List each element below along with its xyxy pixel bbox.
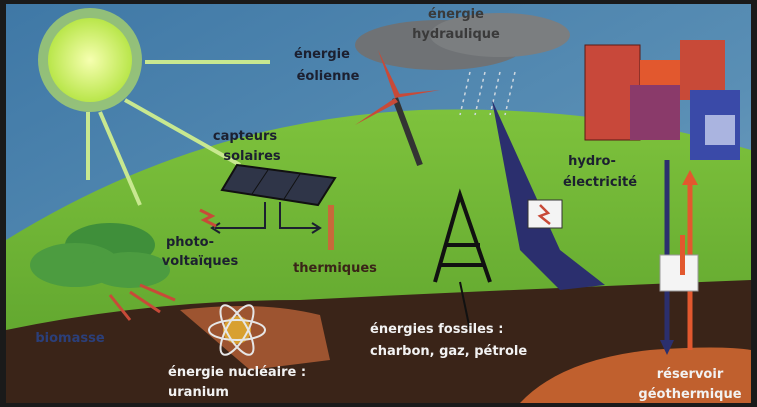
label: voltaïques — [162, 254, 239, 269]
energy-diagram: énergie hydraulique énergie éolienne cap… — [0, 0, 757, 407]
label: géothermique — [638, 387, 741, 402]
label: éolienne — [297, 69, 360, 84]
label: électricité — [563, 175, 637, 190]
hydro-sign — [528, 200, 562, 228]
label: photo- — [166, 235, 214, 250]
label: solaires — [223, 149, 281, 164]
label: énergies fossiles : — [370, 322, 503, 337]
label: charbon, gaz, pétrole — [370, 344, 527, 359]
label: biomasse — [35, 331, 104, 346]
label: hydro- — [568, 154, 616, 169]
label: capteurs — [213, 129, 277, 144]
label: uranium — [168, 385, 229, 400]
label: hydraulique — [412, 27, 500, 42]
label: énergie nucléaire : — [168, 365, 306, 380]
thermometer — [328, 205, 334, 250]
label: réservoir — [657, 367, 724, 382]
label: énergie — [428, 7, 484, 22]
sun — [38, 8, 142, 112]
label: thermiques — [293, 261, 377, 276]
label: énergie — [294, 47, 350, 62]
